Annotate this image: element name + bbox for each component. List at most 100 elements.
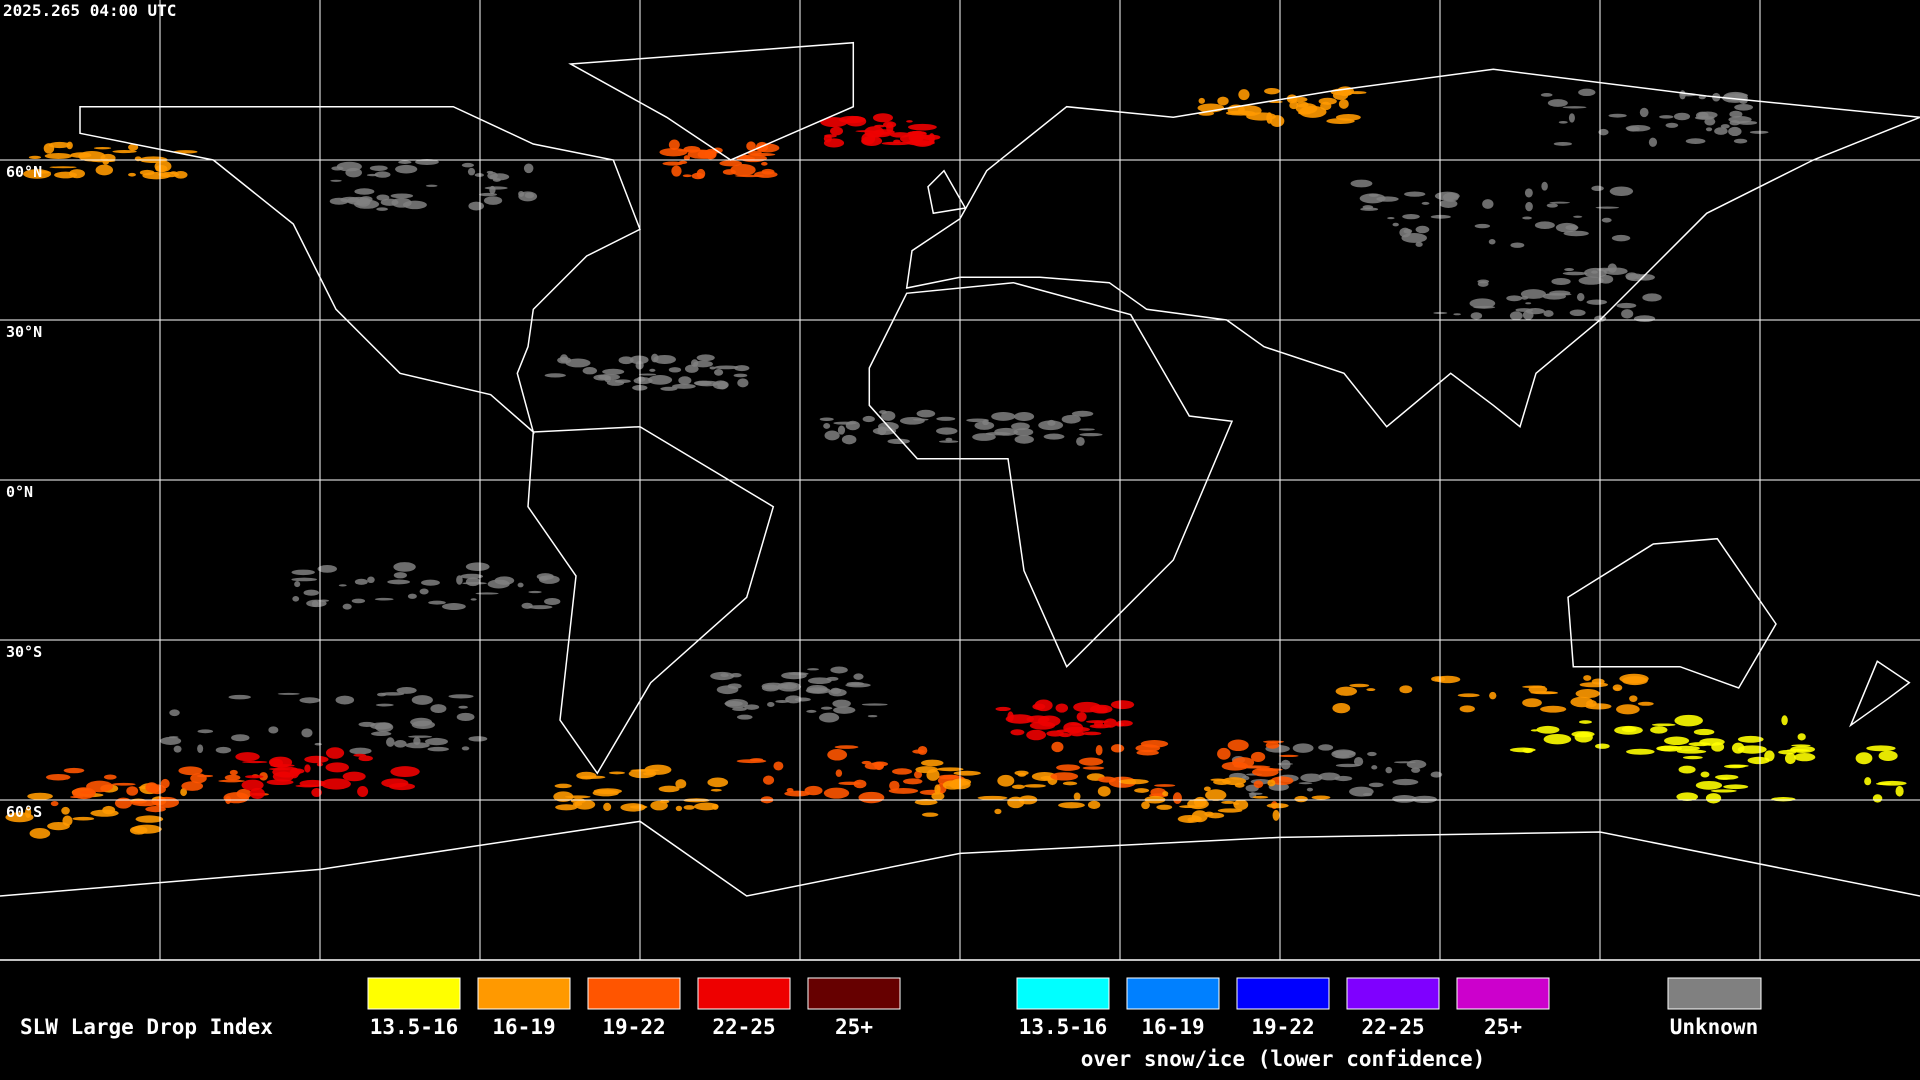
- cloud-slw: [1116, 720, 1133, 727]
- cloud-slw: [50, 800, 59, 807]
- cloud-slw: [90, 809, 119, 817]
- cloud-slw: [304, 764, 311, 773]
- legend: 13.5-16 16-19 19-22 22-25 25+ 13.5-16 16-19 19-…: [367, 977, 1762, 1071]
- cloud-slw: [659, 148, 688, 157]
- cloud-unknown: [1714, 127, 1728, 135]
- cloud-unknown: [660, 386, 678, 391]
- cloud-unknown: [1576, 293, 1585, 302]
- cloud-unknown: [1306, 787, 1314, 792]
- cloud-slw: [914, 770, 923, 779]
- cloud-unknown: [633, 377, 653, 385]
- cloud-unknown: [1061, 414, 1081, 424]
- cloud-unknown: [342, 603, 352, 610]
- cloud-unknown: [398, 160, 412, 164]
- cloud-slw: [719, 160, 742, 167]
- cloud-slw: [553, 791, 574, 802]
- cloud-slw: [1294, 795, 1308, 803]
- cloud-slw: [1637, 701, 1654, 706]
- cloud-slw: [1150, 787, 1166, 797]
- cloud-slw: [823, 134, 832, 143]
- legend-title: SLW Large Drop Index: [20, 1015, 273, 1039]
- coastline: [1567, 537, 1777, 689]
- cloud-unknown: [1547, 99, 1568, 107]
- cloud-slw: [70, 795, 84, 799]
- cloud-unknown: [916, 409, 936, 418]
- cloud-unknown: [693, 360, 713, 368]
- cloud-unknown: [215, 746, 232, 754]
- cloud-unknown: [1415, 241, 1423, 247]
- coastline: [927, 169, 967, 215]
- legend-label: 13.5-16: [1019, 1015, 1108, 1039]
- cloud-unknown: [1331, 749, 1356, 759]
- cloud-unknown: [1611, 234, 1631, 242]
- cloud-slw: [1278, 754, 1299, 758]
- cloud-slw: [893, 139, 901, 144]
- cloud-unknown: [648, 375, 673, 385]
- lat-label: 0°N: [6, 483, 33, 501]
- cloud-slw: [1366, 688, 1376, 692]
- cloud-unknown: [518, 190, 525, 197]
- legend-swatch: [367, 977, 461, 1010]
- legend-label: 19-22: [602, 1015, 665, 1039]
- cloud-unknown: [335, 695, 355, 705]
- cloud-slw: [1110, 700, 1135, 710]
- cloud-slw: [381, 778, 409, 788]
- cloud-unknown: [1573, 215, 1583, 218]
- cloud-unknown: [887, 438, 910, 445]
- cloud-slw: [1676, 749, 1707, 754]
- cloud-slw: [1217, 96, 1229, 106]
- cloud-unknown: [1506, 295, 1523, 302]
- cloud-unknown: [197, 729, 214, 734]
- cloud-unknown: [169, 709, 180, 717]
- coastline: [1849, 660, 1911, 728]
- cloud-slw: [1023, 784, 1046, 788]
- cloud-unknown: [653, 354, 676, 365]
- lat-label: 30°S: [6, 643, 42, 661]
- cloud-slw: [675, 805, 683, 812]
- cloud-slw: [1221, 761, 1249, 771]
- cloud-unknown: [517, 582, 524, 588]
- cloud-unknown: [845, 682, 871, 688]
- cloud-slw: [629, 805, 648, 809]
- cloud-unknown: [785, 695, 802, 704]
- cloud-unknown: [1076, 436, 1085, 446]
- coastlines: [0, 41, 1920, 897]
- cloud-slw: [1234, 782, 1245, 788]
- timestamp: 2025.265 04:00 UTC: [3, 1, 176, 20]
- cloud-slw: [61, 806, 70, 815]
- cloud-slw: [1318, 97, 1337, 105]
- cloud-slw: [342, 771, 366, 782]
- cloud-unknown: [168, 736, 179, 739]
- cloud-unknown: [1665, 122, 1679, 128]
- cloud-slw: [761, 161, 768, 166]
- cloud-slw: [1264, 87, 1280, 95]
- cloud-unknown: [775, 699, 790, 703]
- cloud-slw: [1085, 720, 1109, 724]
- cloud-slw: [1135, 744, 1161, 753]
- cloud-slw: [1664, 736, 1690, 746]
- cloud-unknown: [483, 196, 503, 205]
- cloud-unknown: [1434, 191, 1460, 201]
- cloud-unknown: [1705, 127, 1713, 132]
- cloud-unknown: [391, 197, 412, 208]
- cloud-unknown: [354, 578, 368, 585]
- cloud-slw: [128, 172, 136, 177]
- cloud-unknown: [1591, 185, 1604, 191]
- cloud-slw: [1272, 809, 1280, 821]
- cloud-unknown: [394, 739, 407, 748]
- cloud-slw: [1177, 815, 1202, 823]
- cloud-slw: [1522, 698, 1542, 708]
- cloud-unknown: [393, 572, 407, 579]
- cloud-unknown: [461, 746, 470, 751]
- cloud-unknown: [1335, 763, 1360, 768]
- cloud-unknown: [833, 706, 856, 714]
- cloud-slw: [112, 150, 137, 154]
- cloud-unknown: [837, 425, 846, 435]
- cloud-unknown: [845, 420, 860, 431]
- cloud-slw: [1338, 88, 1352, 97]
- cloud-unknown: [1011, 422, 1030, 431]
- cloud-slw: [1585, 703, 1612, 710]
- cloud-slw: [1193, 796, 1207, 808]
- cloud-slw: [78, 151, 106, 162]
- cloud-slw: [1162, 791, 1169, 797]
